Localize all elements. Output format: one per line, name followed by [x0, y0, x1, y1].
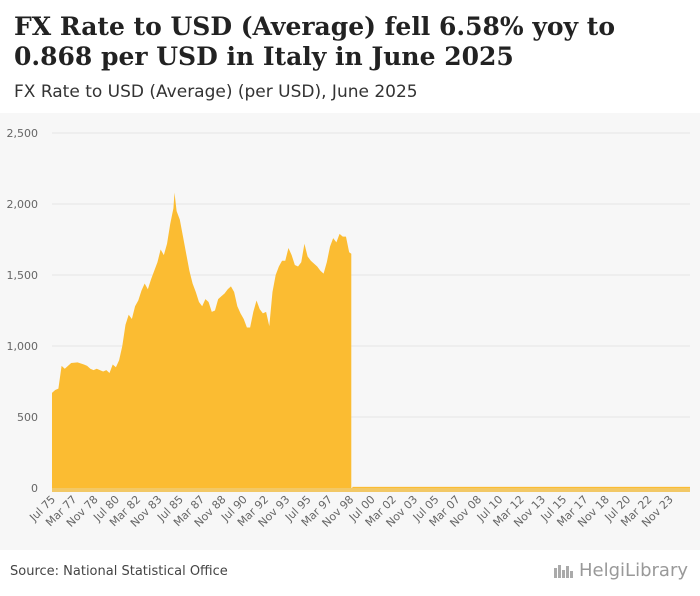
library-icon [554, 564, 574, 578]
y-tick-label: 2,000 [7, 198, 39, 211]
y-tick-label: 1,500 [7, 269, 39, 282]
source-note: Source: National Statistical Office [10, 564, 228, 579]
chart-title: FX Rate to USD (Average) fell 6.58% yoy … [14, 12, 616, 71]
series-area [52, 192, 352, 488]
y-tick-label: 0 [31, 482, 38, 495]
series-tail [352, 486, 690, 489]
x-axis-strip [52, 488, 690, 492]
logo-text: HelgiLibrary [579, 560, 688, 581]
y-tick-label: 1,000 [7, 340, 39, 353]
chart-subtitle: FX Rate to USD (Average) (per USD), June… [14, 82, 418, 102]
helgi-library-logo: HelgiLibrary [553, 560, 688, 581]
y-tick-label: 2,500 [7, 127, 39, 140]
y-tick-label: 500 [17, 411, 38, 424]
